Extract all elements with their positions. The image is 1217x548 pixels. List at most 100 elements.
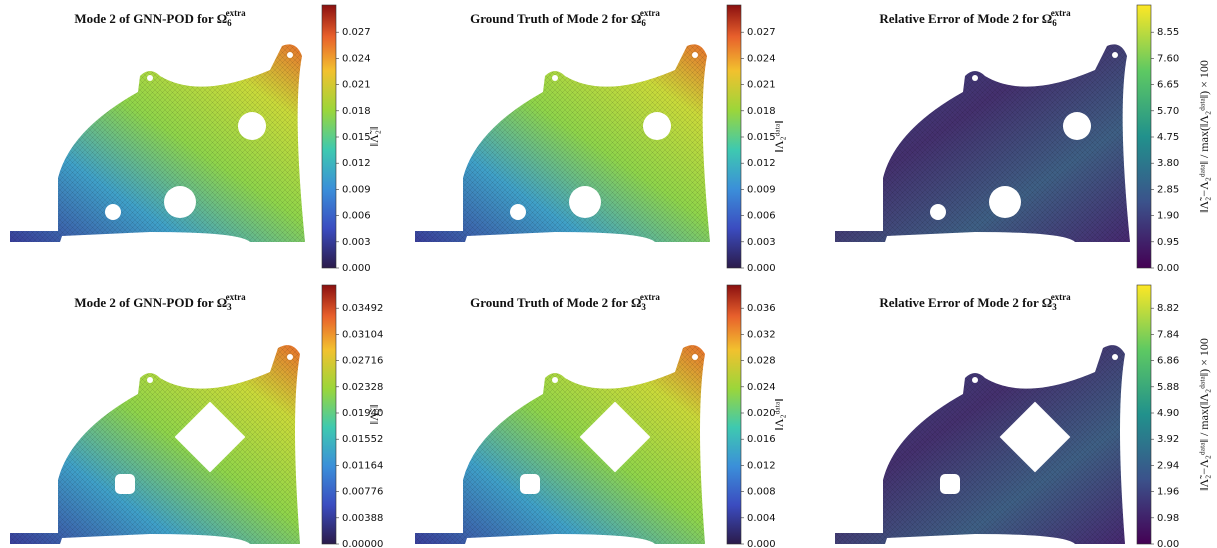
lug-hole [552, 75, 558, 81]
colorbar-tick-label: 0.036 [747, 303, 776, 314]
colorbar-tick-label: 3.80 [1157, 158, 1179, 169]
panel-title: Mode 2 of GNN-POD for Ω3extra [74, 292, 246, 312]
colorbar-tick-label: 0.009 [747, 184, 776, 195]
colorbar-tick-label: 0.003 [747, 237, 776, 248]
lug-hole [147, 377, 153, 383]
hole [510, 204, 526, 220]
colorbar-tick-label: 0.000 [342, 263, 371, 274]
hole [1063, 112, 1091, 140]
title-sup: extra [640, 292, 660, 302]
title-sup: extra [1051, 8, 1071, 18]
lug-hole [1112, 354, 1118, 360]
colorbar [322, 285, 336, 544]
colorbar-tick-label: 6.65 [1157, 80, 1179, 91]
hole [115, 474, 135, 494]
colorbar-tick-label: 0.95 [1157, 237, 1179, 248]
part-mesh [10, 44, 305, 242]
colorbar [727, 285, 741, 544]
colorbar-tick-label: 0.01164 [342, 460, 383, 471]
colorbar-tick-label: 0.00 [1157, 263, 1179, 274]
hole [940, 474, 960, 494]
colorbar-tick-label: 0.027 [342, 27, 371, 38]
mesh-plot [10, 44, 305, 242]
mesh-plot [10, 345, 300, 544]
colorbar-tick-label: 2.94 [1157, 460, 1179, 471]
colorbar-tick-label: 0.018 [747, 106, 776, 117]
colorbar-tick-label: 0.006 [747, 211, 776, 222]
colorbar-tick-label: 0.028 [747, 356, 776, 367]
panel: Relative Error of Mode 2 for Ω6extra 0.00… [835, 5, 1211, 274]
colorbar-tick-label: 0.012 [747, 158, 776, 169]
colorbar-tick-label: 0.021 [342, 80, 371, 91]
lug-hole [552, 377, 558, 383]
colorbar-tick-label: 7.60 [1157, 53, 1179, 64]
title-sup: extra [226, 292, 246, 302]
colorbar-tick-label: 0.012 [342, 158, 371, 169]
lug-hole [692, 52, 698, 58]
colorbar-tick-label: 3.92 [1157, 434, 1179, 445]
colorbar-label: ‖Λ₂ᵈᵃᵗᵃ‖ [772, 398, 786, 430]
panel: Relative Error of Mode 2 for Ω3extra0.00… [835, 285, 1211, 548]
part-mesh [415, 345, 705, 544]
panel-title: Relative Error of Mode 2 for Ω3extra [879, 292, 1071, 312]
mesh-plot [415, 345, 705, 544]
hole [643, 112, 671, 140]
colorbar-tick-label: 0.009 [342, 184, 371, 195]
colorbar-tick-label: 6.86 [1157, 356, 1179, 367]
title-text: Ground Truth of Mode 2 for Ω [470, 11, 641, 26]
colorbar-tick-label: 0.006 [342, 211, 371, 222]
mesh-plot [835, 44, 1130, 242]
hole [569, 186, 601, 218]
title-text: Mode 2 of GNN-POD for Ω [74, 295, 227, 310]
lug-hole [287, 354, 293, 360]
colorbar-tick-label: 2.85 [1157, 184, 1179, 195]
colorbar-tick-label: 1.90 [1157, 211, 1179, 222]
colorbar-tick-label: 8.55 [1157, 27, 1179, 38]
colorbar-label: ‖Λ̃₂‖ [367, 127, 381, 147]
colorbar-tick-label: 4.90 [1157, 408, 1179, 419]
lug-hole [972, 75, 978, 81]
colorbar-tick-label: 0.012 [747, 460, 776, 471]
panel: Ground Truth of Mode 2 for Ω6extra0.0000… [415, 5, 786, 274]
colorbar-tick-label: 0.01552 [342, 434, 383, 445]
title-sub: 3 [227, 302, 232, 312]
colorbar-tick-label: 0.003 [342, 237, 371, 248]
colorbar-tick-label: 0.021 [747, 80, 776, 91]
colorbar-tick-label: 5.88 [1157, 382, 1179, 393]
title-sub: 6 [227, 18, 232, 28]
colorbar [727, 5, 741, 268]
title-text: Mode 2 of GNN-POD for Ω [74, 11, 227, 26]
panel: Mode 2 of GNN-POD for Ω3extra0.000000.00… [10, 285, 383, 548]
part-mesh [835, 345, 1125, 544]
lug-hole [972, 377, 978, 383]
panel-title: Ground Truth of Mode 2 for Ω3extra [470, 292, 660, 312]
lug-hole [147, 75, 153, 81]
panel: Ground Truth of Mode 2 for Ω3extra 0.000 0… [415, 285, 786, 548]
colorbar-tick-label: 0.98 [1157, 513, 1179, 524]
colorbar-tick-label: 8.82 [1157, 303, 1179, 314]
colorbar-tick-label: 0.03104 [342, 329, 383, 340]
panel-title: Relative Error of Mode 2 for Ω6extra [879, 8, 1071, 28]
colorbar-tick-label: 4.75 [1157, 132, 1179, 143]
lug-hole [1112, 52, 1118, 58]
title-sup: extra [640, 8, 660, 18]
colorbar-tick-label: 0.02716 [342, 356, 383, 367]
hole [164, 186, 196, 218]
hole [989, 186, 1021, 218]
colorbar-tick-label: 0.00388 [342, 513, 383, 524]
panel-title: Mode 2 of GNN-POD for Ω6extra [74, 8, 246, 28]
colorbar-tick-label: 0.000 [747, 539, 776, 548]
title-sub: 3 [641, 302, 646, 312]
colorbar-tick-label: 0.018 [342, 106, 371, 117]
panel-title: Ground Truth of Mode 2 for Ω6extra [470, 8, 660, 28]
part-mesh [10, 345, 300, 544]
title-text: Relative Error of Mode 2 for Ω [879, 11, 1052, 26]
colorbar-tick-label: 0.024 [747, 382, 776, 393]
hole [105, 204, 121, 220]
colorbar-tick-label: 0.008 [747, 487, 776, 498]
figure: Mode 2 of GNN-POD for Ω6extra0.0000.0030… [0, 0, 1217, 548]
colorbar-tick-label: 7.84 [1157, 329, 1179, 340]
colorbar-tick-label: 0.00776 [342, 487, 383, 498]
part-mesh [415, 44, 710, 242]
hole [930, 204, 946, 220]
